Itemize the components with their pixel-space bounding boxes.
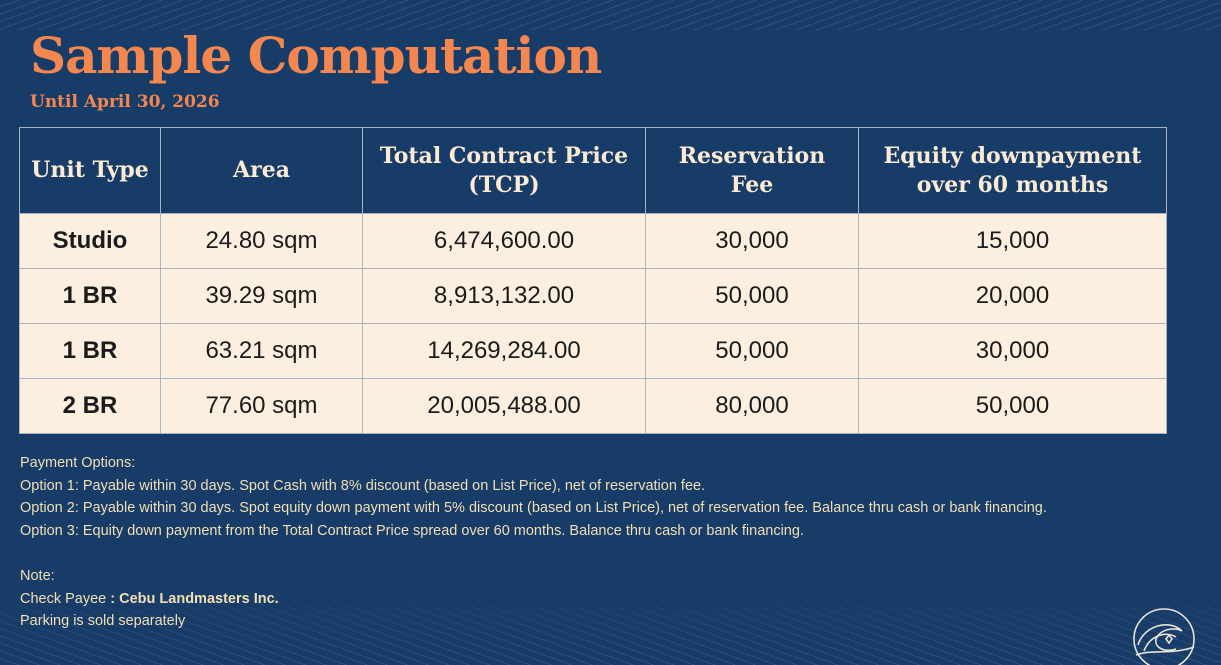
header-unit-type: Unit Type — [19, 127, 161, 214]
note-heading: Note: — [20, 567, 55, 584]
cell-area: 63.21 sqm — [160, 323, 363, 379]
table-row: Studio 24.80 sqm 6,474,600.00 30,000 15,000 — [19, 213, 1167, 269]
cell-unit-type: 1 BR — [19, 268, 161, 324]
page-title: Sample Computation — [30, 26, 602, 85]
table-row: 2 BR 77.60 sqm 20,005,488.00 80,000 50,000 — [19, 378, 1167, 434]
cell-equity-downpayment: 20,000 — [858, 268, 1167, 324]
cell-reservation-fee: 80,000 — [645, 378, 859, 434]
cell-area: 24.80 sqm — [160, 213, 363, 269]
cell-unit-type: Studio — [19, 213, 161, 269]
header-reservation-fee: Reservation Fee — [645, 127, 859, 214]
cell-unit-type: 2 BR — [19, 378, 161, 434]
payment-options-heading: Payment Options: — [20, 455, 136, 471]
cell-area: 39.29 sqm — [160, 268, 363, 324]
cell-tcp: 20,005,488.00 — [362, 378, 646, 434]
cell-reservation-fee: 50,000 — [645, 323, 859, 379]
option-2: Option 2: Payable within 30 days. Spot e… — [20, 500, 1047, 517]
cell-tcp: 14,269,284.00 — [362, 323, 646, 379]
company-logo-icon — [1133, 608, 1195, 665]
option-3: Option 3: Equity down payment from the T… — [20, 522, 804, 539]
option-1: Option 1: Payable within 30 days. Spot C… — [20, 477, 706, 494]
header-area: Area — [160, 127, 363, 214]
table-row: 1 BR 63.21 sqm 14,269,284.00 50,000 30,000 — [19, 323, 1167, 379]
cell-tcp: 6,474,600.00 — [362, 213, 646, 269]
table-header-row: Unit Type Area Total Contract Price (TCP)… — [19, 127, 1167, 214]
header-tcp: Total Contract Price (TCP) — [362, 127, 646, 214]
cell-equity-downpayment: 30,000 — [858, 323, 1167, 379]
header-equity-downpayment: Equity downpayment over 60 months — [858, 127, 1167, 214]
cell-unit-type: 1 BR — [19, 323, 161, 379]
computation-table: Unit Type Area Total Contract Price (TCP)… — [19, 127, 1167, 434]
cell-reservation-fee: 50,000 — [645, 268, 859, 324]
table-row: 1 BR 39.29 sqm 8,913,132.00 50,000 20,000 — [19, 268, 1167, 324]
cell-equity-downpayment: 15,000 — [858, 213, 1167, 269]
cell-tcp: 8,913,132.00 — [362, 268, 646, 324]
parking-note: Parking is sold separately — [20, 613, 186, 630]
payment-notes: Payment Options: Option 1: Payable withi… — [20, 452, 1120, 633]
cell-equity-downpayment: 50,000 — [858, 378, 1167, 434]
cell-area: 77.60 sqm — [160, 378, 363, 434]
page-subtitle: Until April 30, 2026 — [30, 92, 220, 112]
cell-reservation-fee: 30,000 — [645, 213, 859, 269]
check-payee: Check Payee : Cebu Landmasters Inc. — [20, 590, 279, 607]
